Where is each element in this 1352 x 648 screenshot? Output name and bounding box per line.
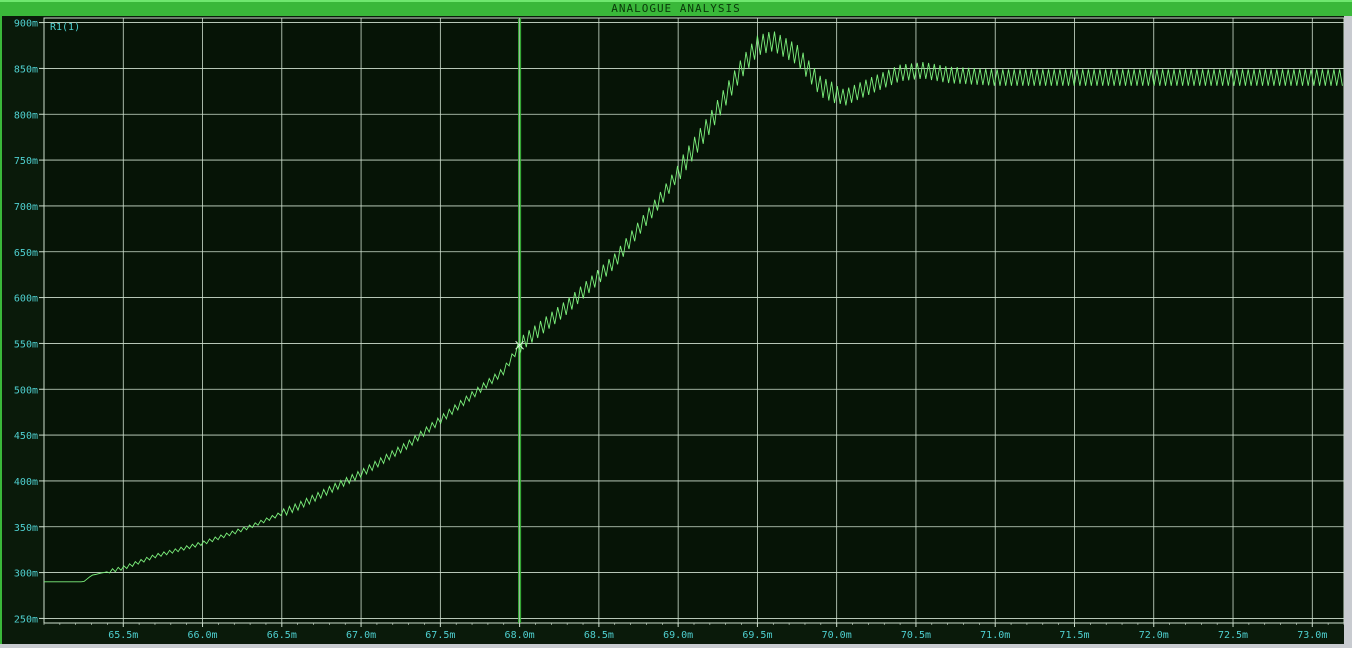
y-tick-label: 450m	[14, 431, 38, 442]
y-axis-ticks: 900m 850m 800m 750m 700m 650m 600m 550m 500m 450m…	[14, 19, 44, 625]
y-tick-label: 850m	[14, 64, 38, 75]
y-tick-label: 250m	[14, 614, 38, 625]
x-tick-label: 67.0m	[346, 630, 376, 641]
y-tick-label: 650m	[14, 248, 38, 259]
grid-lines	[44, 18, 1344, 623]
x-tick-label: 66.5m	[267, 630, 297, 641]
x-tick-label: 72.0m	[1139, 630, 1169, 641]
x-tick-label: 72.5m	[1218, 630, 1248, 641]
x-tick-label: 68.5m	[584, 630, 614, 641]
window-titlebar[interactable]: ANALOGUE ANALYSIS	[0, 0, 1352, 16]
y-tick-label: 550m	[14, 339, 38, 350]
window-title: ANALOGUE ANALYSIS	[611, 2, 741, 15]
x-tick-label: 69.5m	[742, 630, 772, 641]
y-tick-label: 700m	[14, 202, 38, 213]
x-tick-label: 70.5m	[901, 630, 931, 641]
x-tick-label: 70.0m	[822, 630, 852, 641]
x-tick-label: 69.0m	[663, 630, 693, 641]
y-tick-label: 350m	[14, 523, 38, 534]
window-border-bottom	[0, 644, 1352, 648]
window-border-left	[0, 16, 2, 648]
x-axis-ticks: 65.5m 66.0m 66.5m 67.0m 67.5m 68.0m 68.5m 69.0m…	[43, 623, 1344, 641]
x-tick-label: 67.5m	[425, 630, 455, 641]
x-tick-label: 65.5m	[108, 630, 138, 641]
trace-line	[44, 31, 1343, 583]
window-border-right	[1344, 16, 1352, 648]
x-tick-label: 71.0m	[980, 630, 1010, 641]
trace-label[interactable]: R1(1)	[50, 22, 80, 33]
x-tick-label: 73.0m	[1297, 630, 1327, 641]
y-tick-label: 800m	[14, 110, 38, 121]
y-tick-label: 400m	[14, 477, 38, 488]
y-tick-label: 600m	[14, 294, 38, 305]
trace-r1	[44, 31, 1343, 583]
time-cursor[interactable]	[518, 18, 522, 623]
analogue-graph[interactable]: 900m 850m 800m 750m 700m 650m 600m 550m 500m 450m…	[0, 16, 1344, 644]
x-tick-label: 66.0m	[187, 630, 217, 641]
plot-area	[43, 17, 1344, 624]
y-tick-label: 750m	[14, 156, 38, 167]
cursor-marker	[515, 340, 524, 350]
x-tick-label: 68.0m	[505, 630, 535, 641]
y-tick-label: 500m	[14, 385, 38, 396]
y-tick-label: 900m	[14, 19, 38, 30]
x-tick-label: 71.5m	[1059, 630, 1089, 641]
y-tick-label: 300m	[14, 569, 38, 580]
